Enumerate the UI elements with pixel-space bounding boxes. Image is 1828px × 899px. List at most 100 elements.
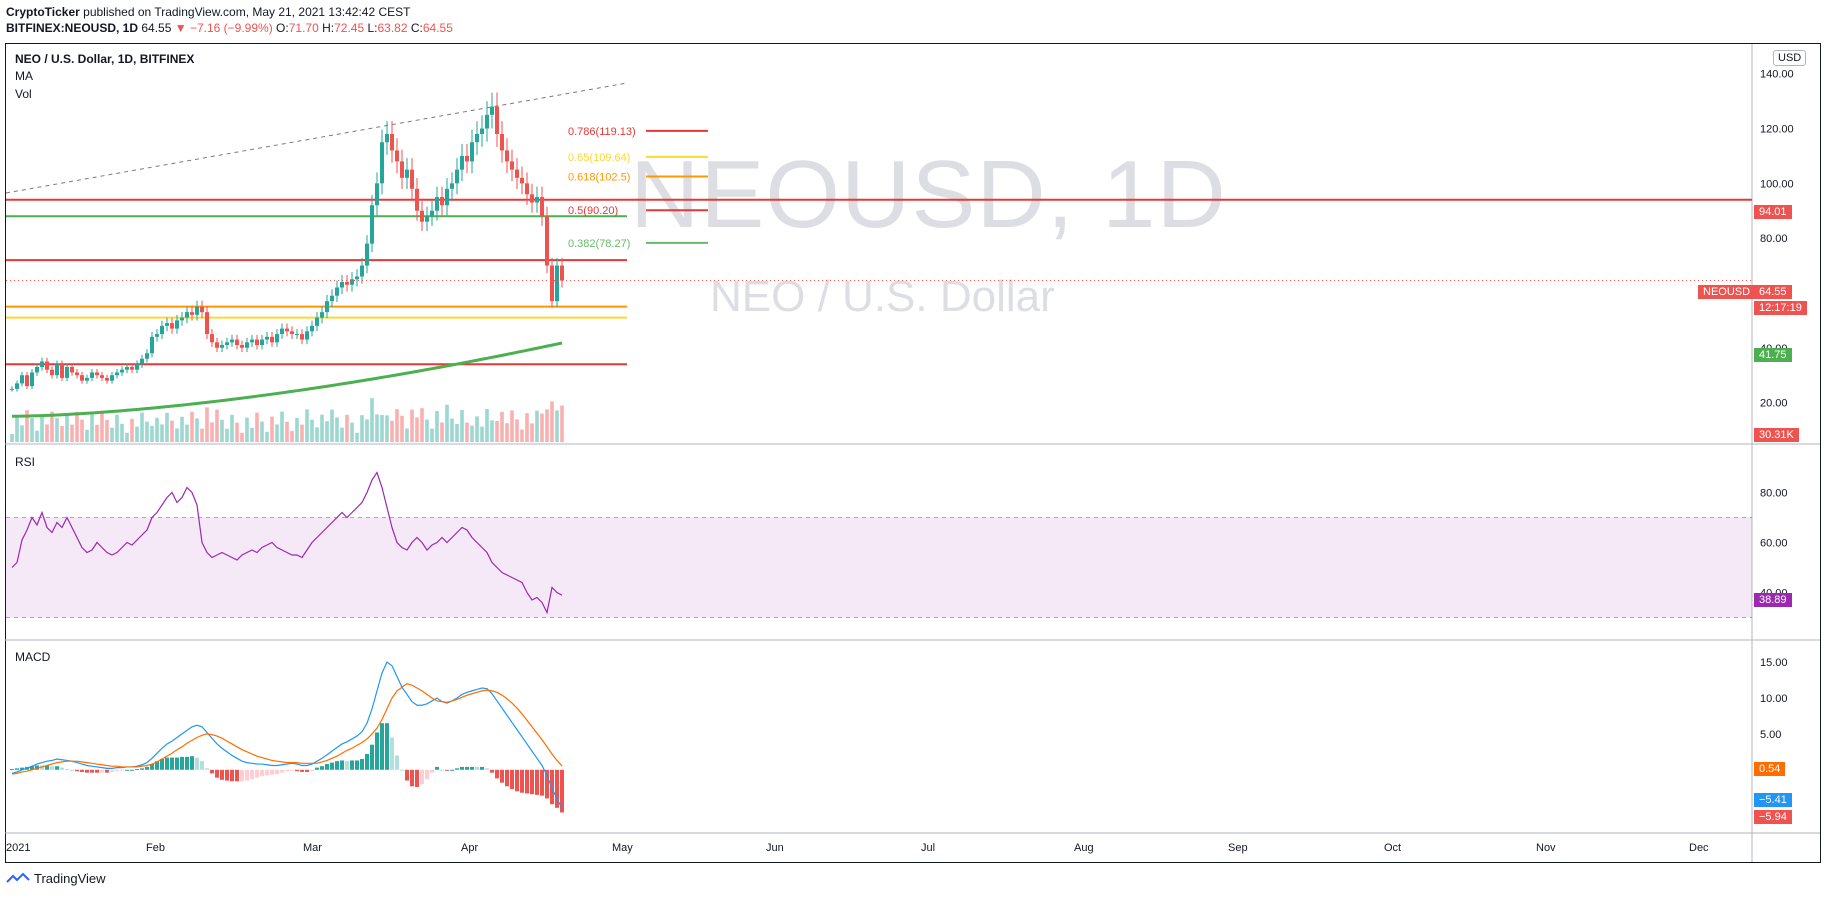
currency-button[interactable]: USD <box>1773 50 1807 66</box>
close-value: 64.55 <box>422 21 453 35</box>
candle-body <box>510 161 514 170</box>
candle-body <box>300 334 304 340</box>
volume-bar <box>350 422 354 442</box>
macd-histogram-bar <box>480 766 484 770</box>
candle-body <box>370 205 374 244</box>
volume-bar <box>235 422 239 442</box>
macd-histogram-bar <box>435 766 439 770</box>
x-tick-label: Feb <box>146 842 165 854</box>
macd-line <box>11 661 563 809</box>
candle-body <box>280 328 284 335</box>
macd-tick-label: 10.00 <box>1760 693 1788 705</box>
volume-bar <box>490 420 494 442</box>
volume-tag: 30.31K <box>1754 428 1799 442</box>
candle-body <box>405 169 409 178</box>
macd-histogram-bar <box>185 756 189 770</box>
candle-body <box>425 216 429 222</box>
publisher-name: CryptoTicker <box>6 5 80 19</box>
macd-histogram-bar <box>545 769 549 799</box>
macd-histogram-bar <box>440 769 444 771</box>
candle-body <box>15 383 19 389</box>
macd-histogram-bar <box>455 768 459 770</box>
macd-tick-label: 15.00 <box>1760 657 1788 669</box>
candle-body <box>245 342 249 348</box>
x-tick-label: Sep <box>1228 842 1248 854</box>
volume-bar <box>320 414 324 442</box>
volume-bar <box>420 408 424 442</box>
macd-histogram-bar <box>375 732 379 770</box>
volume-bar <box>440 422 444 442</box>
volume-bar <box>90 414 94 442</box>
candle-body <box>275 334 279 343</box>
volume-bar <box>260 421 264 442</box>
candle-body <box>240 345 244 348</box>
macd-histogram-bar <box>350 760 354 770</box>
x-tick-label: May <box>612 842 633 854</box>
volume-bar <box>190 411 194 442</box>
macd-histogram-bar <box>160 759 164 770</box>
watermark-symbol: NEOUSD, 1D <box>630 141 1227 248</box>
candle-body <box>205 312 209 335</box>
candle-body <box>550 265 554 302</box>
high-value: 72.45 <box>334 21 365 35</box>
macd-histogram-bar <box>505 769 509 787</box>
candle-body <box>190 312 194 315</box>
vol-legend[interactable]: Vol <box>15 87 32 101</box>
candle-body <box>390 134 394 151</box>
macd-histogram-bar <box>130 769 134 771</box>
price-tick-label: 120.00 <box>1760 124 1794 136</box>
volume-bar <box>340 427 344 442</box>
volume-bar <box>545 409 549 442</box>
volume-bar <box>205 407 209 442</box>
volume-bar <box>540 413 544 442</box>
volume-bar <box>55 418 59 442</box>
rsi-legend[interactable]: RSI <box>15 455 36 469</box>
volume-bar <box>380 415 384 442</box>
volume-bar <box>170 420 174 442</box>
candle-body <box>25 375 29 387</box>
candle-body <box>180 317 184 321</box>
volume-bar <box>305 409 309 442</box>
volume-bar <box>310 419 314 442</box>
trend-line <box>5 82 628 194</box>
macd-histogram-bar <box>230 769 234 782</box>
change-arrow: ▼ <box>174 21 187 35</box>
candle-body <box>395 150 399 162</box>
volume-bar <box>480 426 484 442</box>
macd-histogram-bar <box>250 769 254 780</box>
macd-legend[interactable]: MACD <box>15 650 51 664</box>
macd-histogram-bar <box>65 769 69 771</box>
candle-body <box>115 372 119 376</box>
candle-body <box>540 197 544 217</box>
macd-histogram-bar <box>225 769 229 781</box>
publish-info: CryptoTicker published on TradingView.co… <box>6 5 410 19</box>
candle-body <box>70 366 74 373</box>
macd-histogram-bar <box>15 768 19 770</box>
candle-body <box>500 134 504 151</box>
macd-histogram-bar <box>400 769 404 771</box>
rsi-tag: 38.89 <box>1754 593 1792 607</box>
macd-histogram-bar <box>55 766 59 770</box>
x-tick-label: Dec <box>1689 842 1709 854</box>
ma-legend[interactable]: MA <box>15 69 33 83</box>
macd-histogram-bar <box>115 769 119 772</box>
volume-bar <box>10 434 14 442</box>
macd-histogram-bar <box>365 754 369 770</box>
footer-brand[interactable]: TradingView <box>6 871 106 886</box>
macd-histogram-bar <box>90 769 94 773</box>
macd-histogram-bar <box>460 766 464 770</box>
macd-histogram-bar <box>45 765 49 770</box>
candle-body <box>345 282 349 285</box>
candle-body <box>235 339 239 346</box>
candle-body <box>475 134 479 143</box>
symbol-tag: NEOUSD <box>1698 285 1756 299</box>
candle-body <box>340 282 344 288</box>
candle-body <box>135 364 139 370</box>
candle-body <box>200 306 204 313</box>
candle-body <box>210 334 214 343</box>
volume-bar <box>550 401 554 442</box>
macd-histogram-bar <box>140 768 144 770</box>
volume-bar <box>95 424 99 442</box>
volume-bar <box>215 409 219 442</box>
